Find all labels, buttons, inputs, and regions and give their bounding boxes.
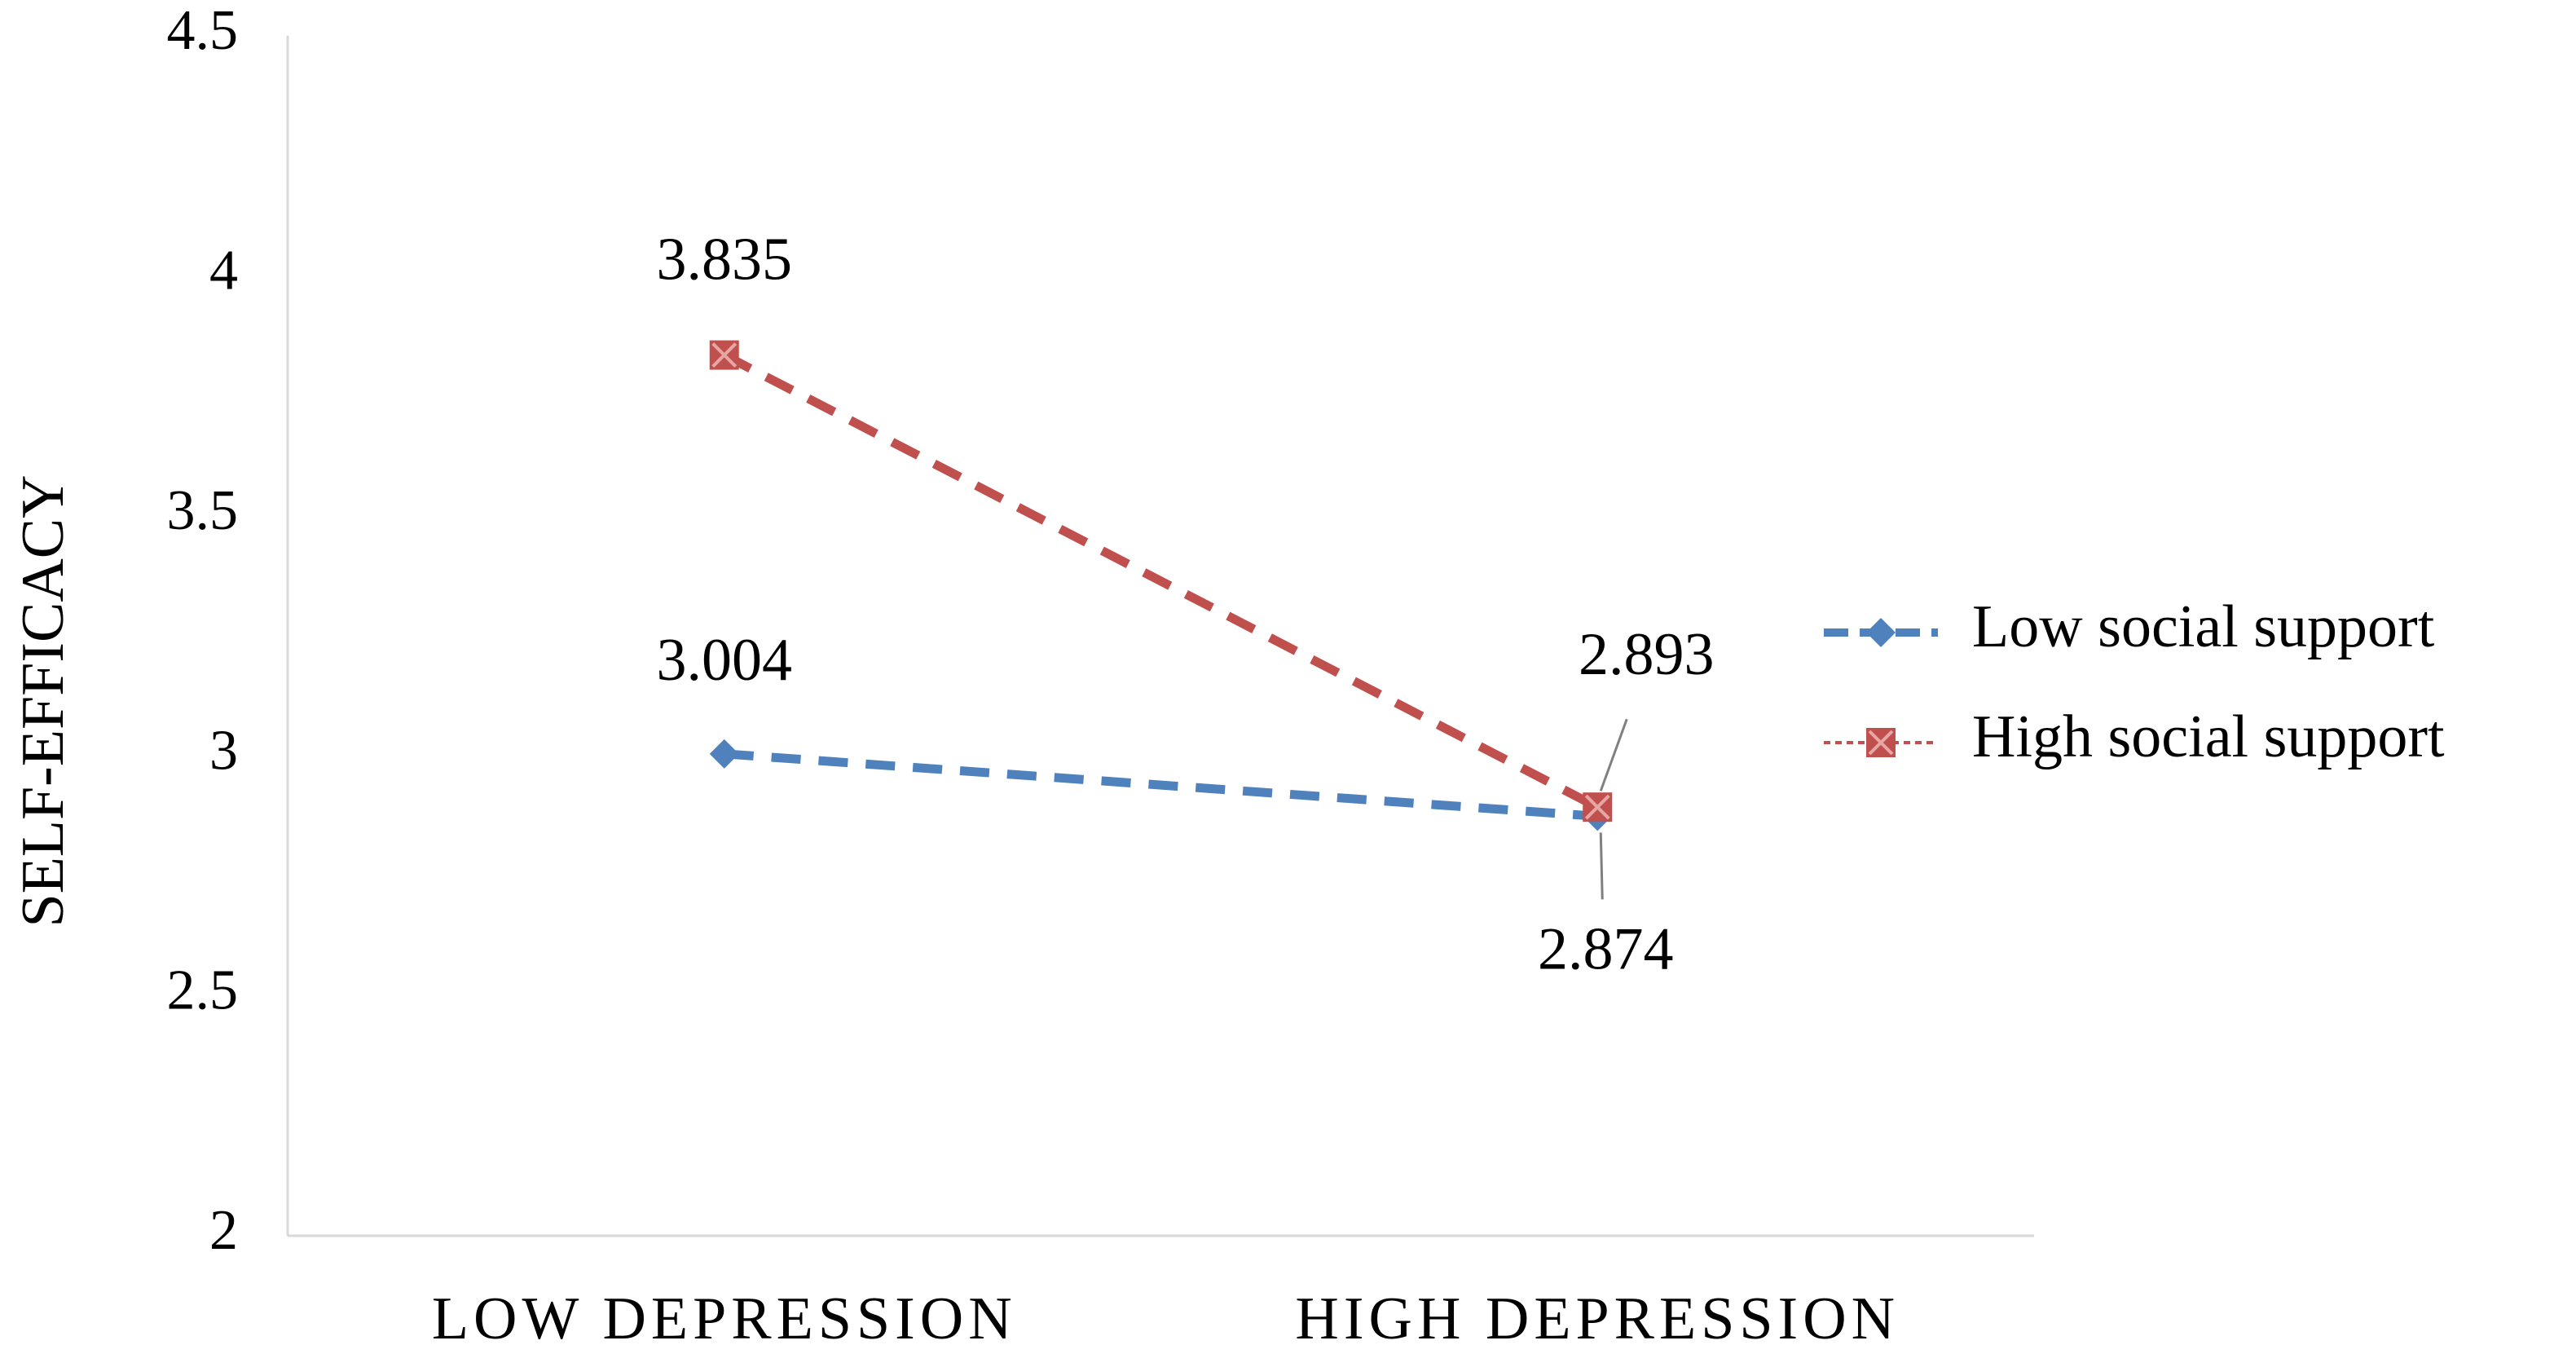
y-tick-label: 4	[209, 239, 238, 302]
legend-marker	[1866, 728, 1896, 757]
leader-line	[1599, 718, 1628, 792]
marker	[709, 340, 739, 370]
x-tick-label: LOW DEPRESSION	[432, 1285, 1017, 1352]
y-tick-label: 3.5	[167, 479, 239, 542]
marker	[709, 739, 739, 769]
series-line	[722, 351, 1600, 812]
y-axis-label: SELF-EFFICACY	[10, 474, 77, 927]
data-label: 2.874	[1538, 915, 1674, 982]
legend-marker	[1866, 618, 1896, 647]
x-tick-label: HIGH DEPRESSION	[1295, 1285, 1900, 1352]
y-tick-label: 3	[209, 719, 238, 782]
y-tick-label: 4.5	[167, 0, 239, 62]
leader-line	[1599, 832, 1604, 900]
data-label: 3.835	[657, 227, 793, 293]
y-tick-label: 2.5	[167, 959, 239, 1022]
data-label: 3.004	[657, 627, 793, 694]
marker	[1583, 792, 1613, 822]
legend-label: Low social support	[1972, 593, 2435, 660]
y-tick-label: 2	[209, 1199, 238, 1262]
series-line	[724, 749, 1598, 821]
legend-label: High social support	[1972, 703, 2445, 770]
data-label: 2.893	[1579, 621, 1715, 688]
